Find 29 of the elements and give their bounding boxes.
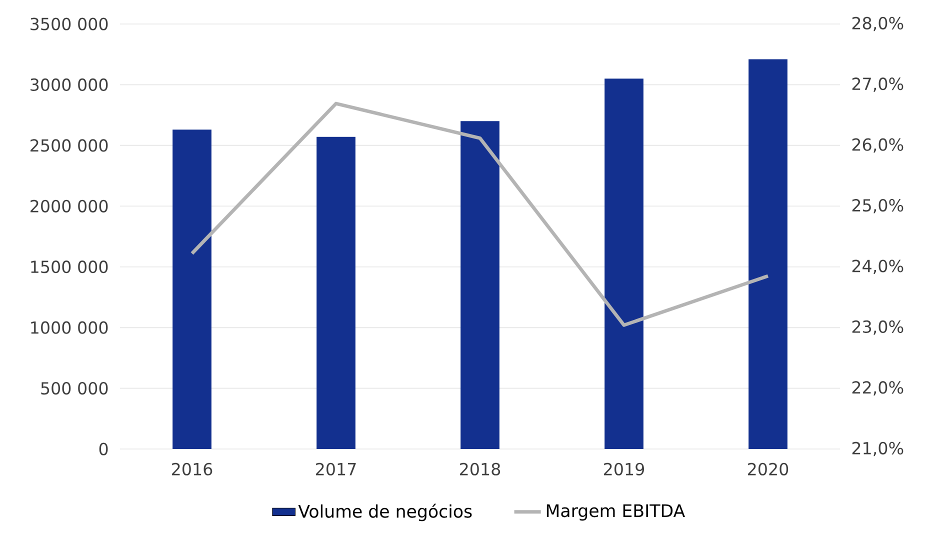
y2-tick-label: 23,0%	[852, 320, 904, 335]
bar	[748, 59, 788, 450]
y-tick-label: 1000 000	[31, 321, 108, 334]
y-tick-label: 2000 000	[30, 200, 108, 212]
y-tick-label: 0	[99, 442, 108, 456]
legend-label: Volume de negócios	[298, 504, 472, 522]
y-tick-label: 1500 000	[31, 260, 108, 274]
y2-tick-label: 26,0%	[852, 138, 904, 153]
y2-tick-label: 22,0%	[852, 381, 904, 396]
y2-tick-label: 28,0%	[852, 16, 904, 32]
y-tick-label: 500 000	[41, 382, 108, 395]
x-tick-label: 2020	[748, 462, 788, 476]
y-tick-label: 2500 000	[30, 139, 108, 152]
legend-label: Margem EBITDA	[546, 504, 686, 521]
bar	[604, 78, 644, 450]
bar	[316, 136, 356, 450]
x-tick-label: 2017	[316, 462, 356, 476]
y2-tick-label: 27,0%	[852, 78, 904, 92]
line-series	[190, 102, 770, 327]
y2-tick-label: 24,0%	[852, 260, 904, 274]
y-tick-label: 3500 000	[30, 18, 108, 30]
y-tick-label: 3000 000	[30, 78, 108, 92]
x-tick-label: 2016	[172, 462, 212, 476]
bar	[172, 130, 212, 450]
y2-tick-label: 25,0%	[852, 198, 904, 214]
x-tick-label: 2019	[604, 462, 644, 476]
bar	[460, 121, 500, 450]
y2-tick-label: 21,0%	[852, 442, 904, 456]
x-tick-label: 2018	[460, 462, 500, 476]
